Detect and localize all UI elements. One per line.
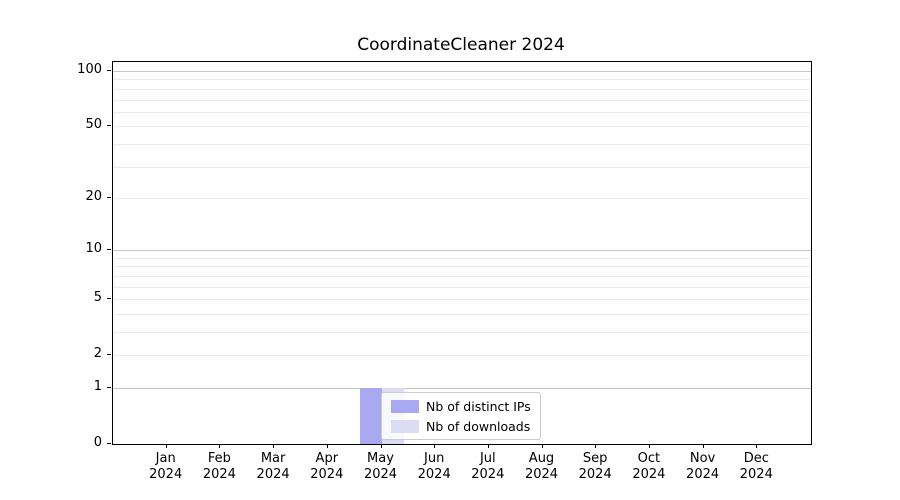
x-tick-label: May 2024 bbox=[364, 451, 397, 483]
y-tick-mark bbox=[107, 387, 111, 388]
y-tick-mark bbox=[107, 298, 111, 300]
minor-gridline bbox=[113, 313, 811, 315]
y-tick-label: 100 bbox=[77, 62, 102, 77]
x-tick-label: Jul 2024 bbox=[471, 451, 504, 483]
x-tick-mark bbox=[326, 444, 328, 448]
x-tick-month: Mar bbox=[260, 451, 286, 466]
minor-gridline bbox=[113, 111, 811, 113]
x-tick-year: 2024 bbox=[149, 467, 183, 482]
x-tick-month: Apr bbox=[315, 451, 339, 466]
x-tick-mark bbox=[273, 444, 275, 448]
minor-gridline bbox=[113, 166, 811, 168]
y-tick-label: 20 bbox=[85, 188, 102, 204]
y-axis: 0 1 2 5 10 20 50 100 bbox=[0, 61, 112, 450]
x-tick-label: Nov 2024 bbox=[686, 451, 719, 483]
x-tick-year: 2024 bbox=[578, 467, 612, 482]
legend-swatch-downloads bbox=[391, 419, 419, 433]
major-gridline bbox=[113, 71, 811, 72]
x-tick-month: Oct bbox=[637, 451, 661, 466]
major-gridline bbox=[113, 388, 811, 389]
x-tick-label: Mar 2024 bbox=[257, 451, 290, 483]
minor-gridline bbox=[113, 143, 811, 145]
x-tick-month: Jun bbox=[424, 451, 445, 466]
x-tick-mark bbox=[165, 444, 167, 448]
x-tick-year: 2024 bbox=[363, 467, 398, 482]
minor-gridline bbox=[113, 266, 811, 268]
x-tick-year: 2024 bbox=[686, 467, 720, 482]
x-tick-month: Sep bbox=[582, 451, 608, 466]
bar-distinct-ips-may bbox=[359, 388, 382, 444]
y-tick-label: 10 bbox=[85, 241, 102, 257]
x-tick-month: Feb bbox=[207, 451, 231, 466]
x-tick-label: Aug 2024 bbox=[525, 451, 558, 483]
y-tick-label: 0 bbox=[93, 435, 102, 450]
x-tick-label: Feb 2024 bbox=[203, 451, 236, 483]
y-tick-label: 5 bbox=[93, 290, 102, 306]
x-tick-label: Dec 2024 bbox=[740, 451, 773, 483]
x-tick-mark bbox=[434, 444, 436, 448]
x-tick-mark bbox=[595, 444, 597, 448]
x-tick-label: Oct 2024 bbox=[632, 451, 665, 483]
minor-gridline bbox=[113, 99, 811, 101]
x-tick-month: Aug bbox=[528, 451, 555, 466]
minor-gridline bbox=[113, 88, 811, 90]
x-tick-month: Jan bbox=[155, 451, 176, 466]
y-tick-mark bbox=[107, 354, 111, 356]
x-tick-year: 2024 bbox=[632, 467, 666, 482]
y-tick-label: 50 bbox=[85, 117, 102, 133]
x-tick-label: Apr 2024 bbox=[310, 451, 343, 483]
y-tick-mark bbox=[107, 125, 111, 127]
x-tick-mark bbox=[380, 444, 382, 448]
x-tick-mark bbox=[219, 444, 221, 448]
x-tick-month: Jul bbox=[479, 451, 496, 466]
chart-title: CoordinateCleaner 2024 bbox=[357, 35, 565, 55]
x-tick-mark bbox=[702, 444, 704, 448]
x-tick-mark bbox=[648, 444, 650, 448]
x-tick-label: Sep 2024 bbox=[579, 451, 612, 483]
legend-label-downloads: Nb of downloads bbox=[426, 418, 531, 434]
legend-label-distinct-ips: Nb of distinct IPs bbox=[426, 398, 531, 414]
x-tick-month: May bbox=[367, 451, 394, 466]
minor-gridline bbox=[113, 257, 811, 259]
x-axis: Jan 2024 Feb 2024 Mar 2024 Apr 2024 May 2024 Jun 20… bbox=[112, 444, 810, 496]
y-tick-label: 2 bbox=[93, 346, 102, 362]
plot-area: Nb of distinct IPs Nb of downloads bbox=[112, 61, 812, 445]
y-tick-label: 1 bbox=[93, 379, 102, 394]
y-tick-mark bbox=[107, 443, 111, 444]
minor-gridline bbox=[113, 286, 811, 288]
legend-entry-distinct-ips: Nb of distinct IPs bbox=[391, 398, 531, 414]
x-tick-mark bbox=[756, 444, 758, 448]
legend-entry-downloads: Nb of downloads bbox=[391, 418, 531, 434]
x-tick-year: 2024 bbox=[471, 467, 505, 482]
minor-gridline bbox=[113, 126, 811, 128]
x-tick-mark bbox=[487, 444, 489, 448]
minor-gridline bbox=[113, 275, 811, 277]
x-tick-year: 2024 bbox=[417, 467, 451, 482]
x-tick-year: 2024 bbox=[256, 467, 290, 482]
minor-gridline bbox=[113, 299, 811, 301]
major-gridline bbox=[113, 250, 811, 252]
y-tick-mark bbox=[107, 249, 111, 251]
x-tick-year: 2024 bbox=[310, 467, 344, 482]
x-tick-label: Jan 2024 bbox=[149, 451, 182, 483]
x-tick-month: Nov bbox=[689, 451, 716, 466]
x-tick-label: Jun 2024 bbox=[418, 451, 451, 483]
minor-gridline bbox=[113, 79, 811, 81]
legend: Nb of distinct IPs Nb of downloads bbox=[381, 392, 541, 440]
x-tick-mark bbox=[541, 444, 543, 448]
y-tick-mark bbox=[107, 196, 111, 198]
minor-gridline bbox=[113, 332, 811, 333]
x-tick-month: Dec bbox=[743, 451, 769, 466]
x-tick-year: 2024 bbox=[739, 467, 773, 482]
minor-gridline bbox=[113, 355, 811, 357]
legend-swatch-distinct-ips bbox=[391, 399, 419, 413]
minor-gridline bbox=[113, 197, 811, 199]
x-tick-year: 2024 bbox=[524, 467, 559, 482]
x-tick-year: 2024 bbox=[202, 467, 236, 482]
y-tick-mark bbox=[107, 70, 111, 71]
